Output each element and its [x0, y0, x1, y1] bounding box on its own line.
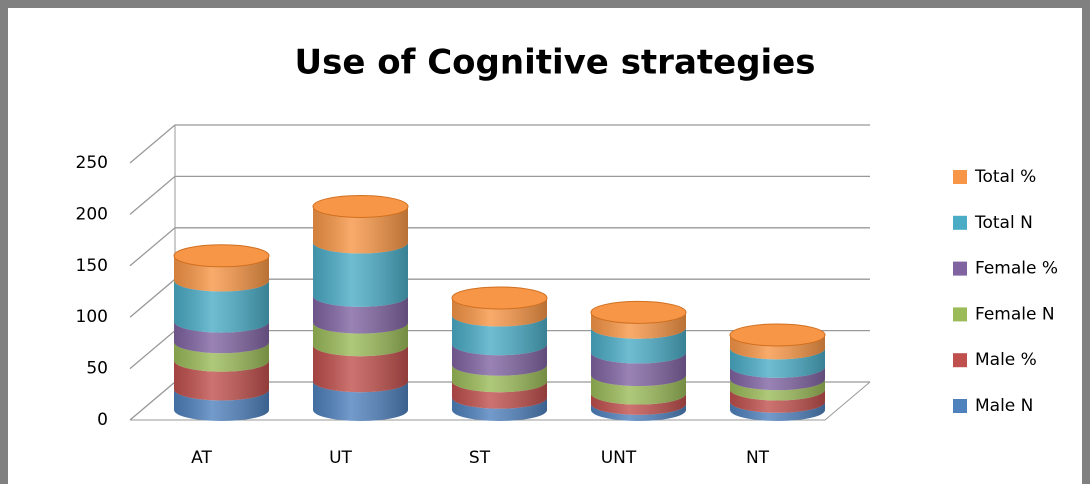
legend-swatch — [953, 307, 967, 322]
legend-label: Total % — [974, 167, 1036, 187]
x-tick-label: ST — [469, 448, 491, 468]
y-tick-label: 50 — [86, 359, 108, 379]
chart-title: Use of Cognitive strategies — [294, 43, 815, 83]
legend-swatch — [953, 353, 967, 368]
legend-swatch — [953, 399, 967, 413]
x-tick-label: UT — [329, 448, 352, 468]
legend-swatch — [953, 215, 967, 230]
y-tick-label: 0 — [97, 410, 108, 430]
y-tick-label: 200 — [76, 204, 108, 224]
bar-top — [451, 286, 548, 310]
legend-label: Female N — [975, 304, 1055, 324]
y-tick-label: 150 — [76, 256, 108, 276]
grid-line — [129, 175, 870, 215]
bar-top — [312, 194, 409, 218]
legend-label: Female % — [975, 259, 1058, 279]
bar-shade — [174, 255, 269, 421]
bar-top — [729, 323, 826, 347]
bar-top — [173, 244, 270, 268]
bar-shade — [730, 334, 825, 421]
legend-label: Male N — [975, 396, 1033, 416]
bar-shade — [452, 297, 547, 421]
x-tick-label: AT — [191, 448, 212, 468]
x-tick-label: NT — [746, 448, 770, 468]
grid-line — [129, 227, 870, 267]
x-tick-label: UNT — [601, 448, 637, 468]
grid-line — [129, 124, 870, 164]
wall-edge — [129, 125, 176, 421]
legend-swatch — [953, 170, 967, 184]
legend-label: Total N — [974, 213, 1033, 233]
y-tick-label: 100 — [76, 307, 108, 327]
y-tick-label: 250 — [76, 153, 108, 173]
legend-label: Male % — [975, 350, 1037, 370]
bar-top — [590, 300, 687, 324]
bar-shade — [591, 312, 686, 421]
legend-swatch — [953, 261, 967, 276]
bar-shade — [313, 206, 408, 421]
